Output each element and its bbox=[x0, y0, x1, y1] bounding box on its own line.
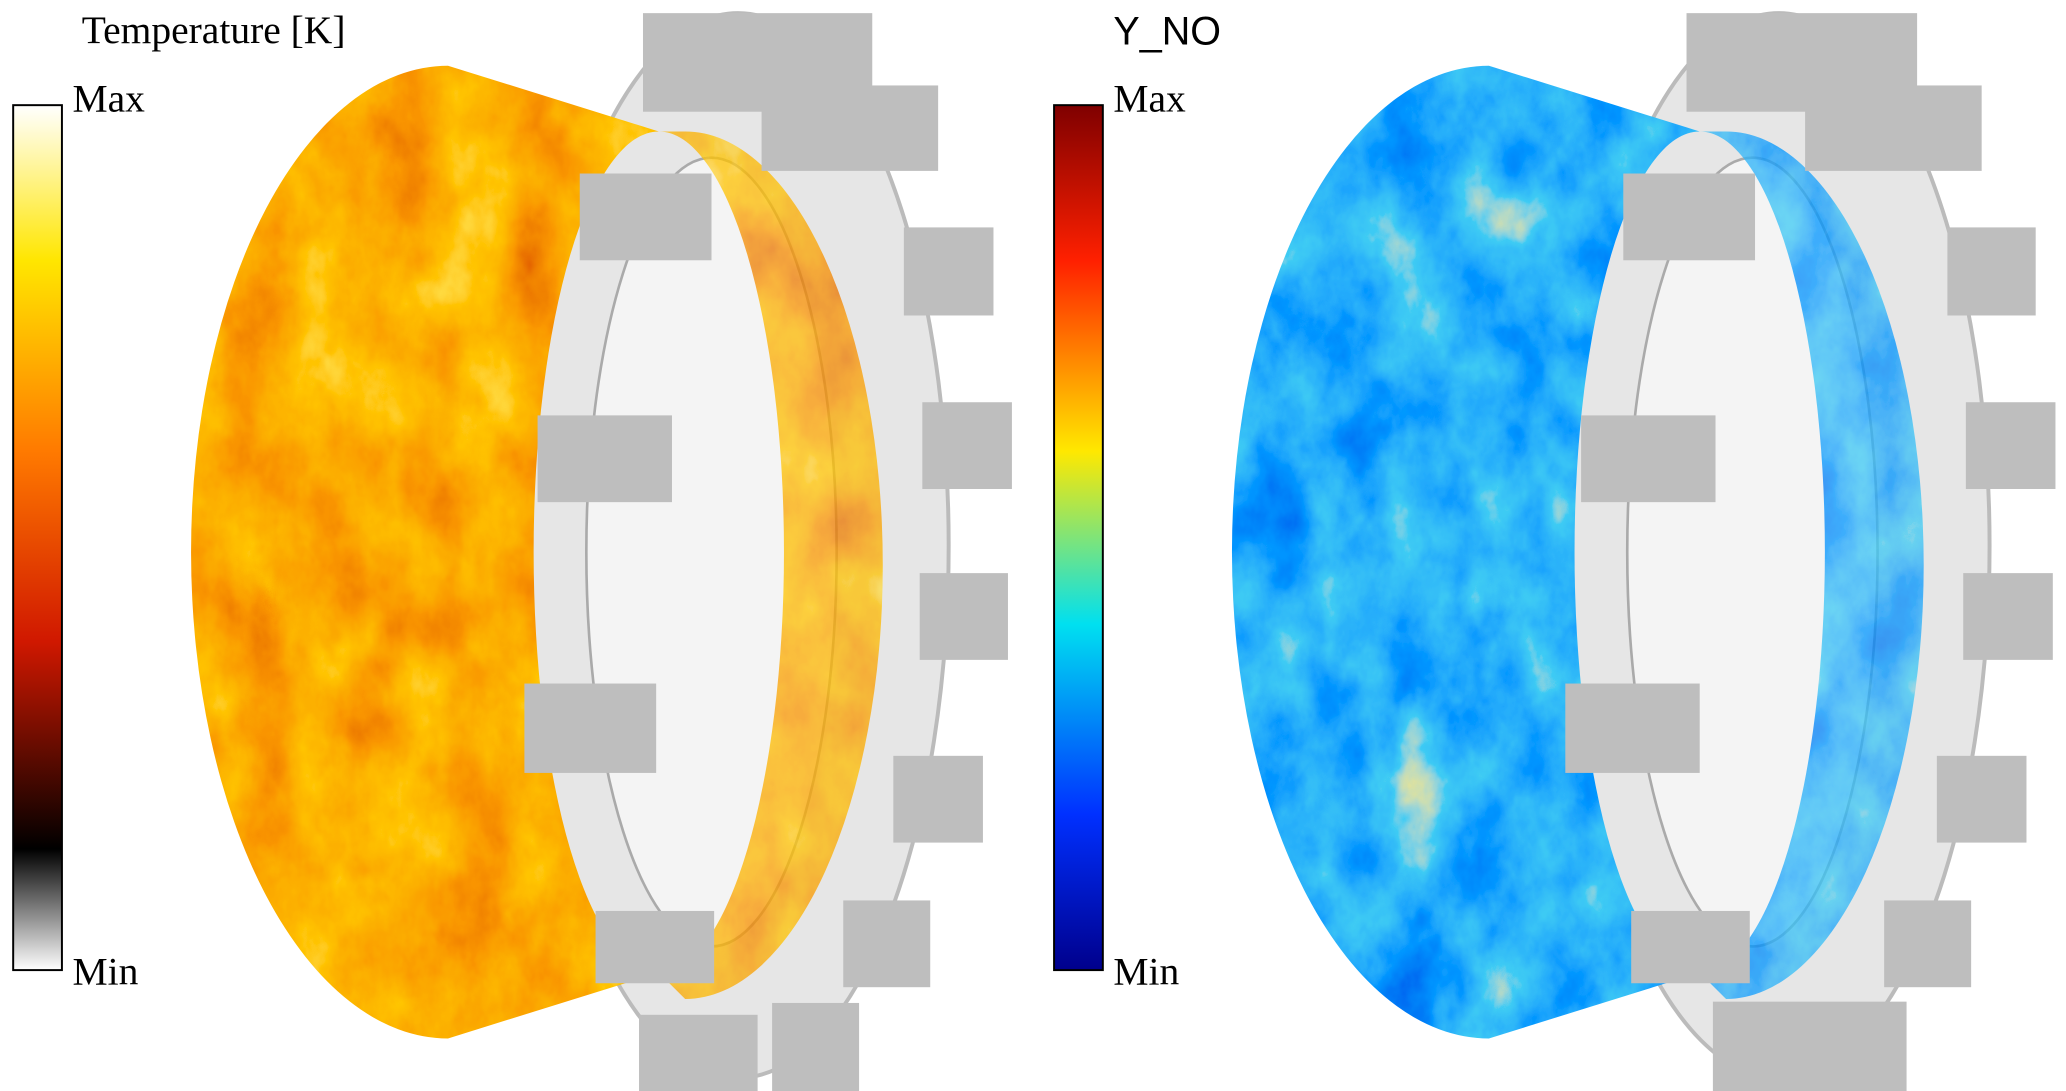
colorbar-max: Max bbox=[1113, 77, 1186, 121]
scene: Temperature [K] Max Min Y_NO Max Min bbox=[13, 8, 2055, 1091]
redaction-box bbox=[843, 900, 930, 987]
redaction-box bbox=[922, 402, 1012, 489]
redaction-box bbox=[1631, 911, 1750, 983]
redaction-box bbox=[639, 1015, 758, 1091]
colorbar-min: Min bbox=[72, 949, 138, 993]
redaction-box bbox=[1805, 85, 1982, 170]
redaction-box bbox=[1565, 684, 1699, 773]
redaction-box bbox=[893, 756, 983, 843]
redaction-box bbox=[920, 573, 1008, 660]
redaction-box bbox=[1963, 573, 2053, 660]
colorbar bbox=[1054, 105, 1103, 970]
redaction-box bbox=[1623, 174, 1755, 261]
redaction-box bbox=[1966, 402, 2056, 489]
colorbar bbox=[13, 105, 62, 970]
redaction-box bbox=[1713, 1002, 1907, 1091]
redaction-box bbox=[1884, 900, 1971, 987]
panel-title: Y_NO bbox=[1113, 10, 1221, 54]
redaction-box bbox=[580, 174, 712, 261]
page: Temperature [K] Max Min Y_NO Max Min (()… bbox=[0, 0, 2066, 1091]
redaction-box bbox=[1947, 227, 2035, 315]
redaction-box bbox=[538, 415, 672, 502]
redaction-box bbox=[772, 1003, 859, 1091]
redaction-box bbox=[524, 684, 656, 773]
figure: Temperature [K] Max Min Y_NO Max Min bbox=[0, 0, 2066, 1091]
redaction-box bbox=[596, 911, 715, 983]
redaction-box bbox=[762, 85, 939, 170]
redaction-box bbox=[1581, 415, 1715, 502]
colorbar-min: Min bbox=[1113, 949, 1179, 993]
colorbar-max: Max bbox=[72, 77, 145, 121]
redaction-box bbox=[904, 227, 994, 315]
panel-title: Temperature [K] bbox=[82, 8, 346, 52]
redaction-box bbox=[1937, 756, 2027, 843]
